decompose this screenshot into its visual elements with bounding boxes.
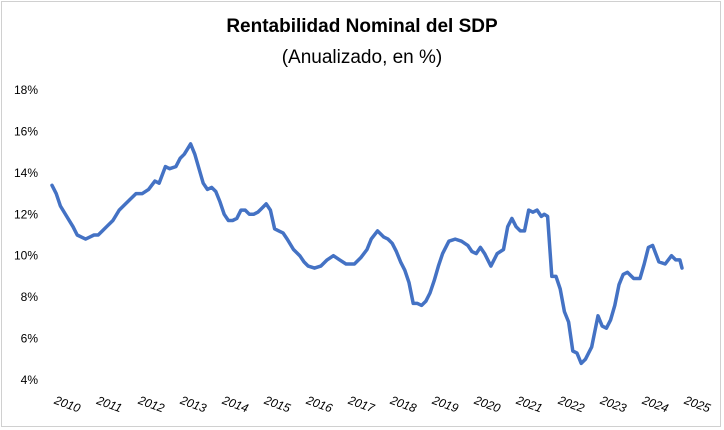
series-group bbox=[50, 142, 684, 366]
y-tick-label: 4% bbox=[21, 373, 39, 387]
y-tick-label: 6% bbox=[21, 332, 39, 346]
x-tick-label: 2013 bbox=[177, 393, 208, 416]
x-tick-label: 2012 bbox=[135, 393, 166, 416]
x-tick-label: 2020 bbox=[471, 393, 502, 416]
x-tick-label: 2019 bbox=[429, 393, 460, 416]
y-tick-label: 12% bbox=[14, 207, 38, 221]
y-tick-label: 8% bbox=[21, 290, 39, 304]
x-tick-label: 2018 bbox=[387, 393, 418, 416]
x-tick-label: 2023 bbox=[597, 393, 628, 416]
x-tick-label: 2010 bbox=[51, 393, 82, 416]
x-tick-label: 2025 bbox=[681, 393, 712, 416]
x-axis-ticks: 2010 2011 2012 2013 2014 2015 2016 2017 2018 2019… bbox=[51, 393, 712, 416]
x-tick-label: 2024 bbox=[639, 393, 670, 416]
x-tick-label: 2022 bbox=[555, 393, 586, 416]
y-tick-label: 18% bbox=[14, 83, 38, 97]
x-tick-label: 2015 bbox=[261, 393, 292, 416]
chart-subtitle: (Anualizado, en %) bbox=[281, 47, 443, 68]
x-tick-label: 2014 bbox=[219, 393, 250, 416]
x-tick-label: 2011 bbox=[94, 393, 124, 415]
y-tick-label: 10% bbox=[14, 249, 38, 263]
chart-title: Rentabilidad Nominal del SDP bbox=[226, 16, 498, 37]
series-line bbox=[50, 142, 684, 366]
x-tick-label: 2017 bbox=[345, 393, 377, 416]
y-axis-ticks: 4% 6% 8% 10% 12% 14% 16% 18% bbox=[14, 83, 38, 387]
y-tick-label: 16% bbox=[14, 124, 38, 138]
y-tick-label: 14% bbox=[14, 166, 38, 180]
x-tick-label: 2021 bbox=[513, 393, 544, 416]
x-tick-label: 2016 bbox=[303, 393, 334, 416]
